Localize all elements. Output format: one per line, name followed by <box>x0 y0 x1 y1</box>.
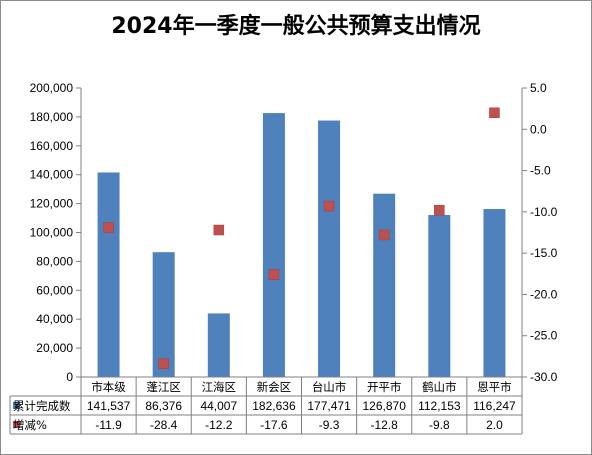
category-label: 市本级 <box>91 380 126 394</box>
table-cell: -12.8 <box>371 418 399 432</box>
right-tick-label: -30.0 <box>530 370 558 384</box>
table-cell: 141,537 <box>87 399 131 413</box>
right-tick-label: -15.0 <box>530 246 558 260</box>
point-3 <box>213 224 225 236</box>
point-6 <box>378 229 390 241</box>
legend-key <box>13 421 20 428</box>
table-cell: 177,471 <box>307 399 351 413</box>
chart-title: 2024年一季度一般公共预算支出情况 <box>111 14 481 39</box>
table-row-header: 增减% <box>13 418 47 432</box>
table-cell: 112,153 <box>418 399 461 413</box>
right-tick-label: -10.0 <box>530 205 558 219</box>
point-7 <box>434 204 445 216</box>
category-label: 江海区 <box>202 380 237 394</box>
left-tick-label: 200,000 <box>30 81 74 95</box>
right-tick-label: 0.0 <box>530 122 547 136</box>
bar-1 <box>97 172 120 377</box>
category-label: 新会区 <box>257 380 292 394</box>
table-cell: -17.6 <box>260 418 288 432</box>
point-5 <box>323 200 335 212</box>
category-label: 台山市 <box>312 380 347 394</box>
left-tick-label: 0 <box>66 370 73 384</box>
left-tick-label: 180,000 <box>30 110 74 124</box>
table-cell: -11.9 <box>95 418 122 432</box>
left-tick-label: 160,000 <box>30 139 74 153</box>
table-row-header: 累计完成数 <box>13 399 71 413</box>
right-tick-label: -25.0 <box>530 329 558 343</box>
right-tick-label: -5.0 <box>530 164 551 178</box>
right-tick-label: -20.0 <box>530 287 558 301</box>
bar-6 <box>373 193 396 377</box>
table-cell: -12.2 <box>205 418 233 432</box>
bar-5 <box>318 120 341 377</box>
bar-2 <box>152 252 175 377</box>
category-label: 开平市 <box>367 380 402 394</box>
table-cell: -9.8 <box>429 418 450 432</box>
left-tick-label: 60,000 <box>36 283 73 297</box>
bar-3 <box>207 313 230 377</box>
table-cell: 182,636 <box>252 399 296 413</box>
category-label: 恩平市 <box>477 380 512 394</box>
category-label: 蓬江区 <box>146 380 181 394</box>
bar-8 <box>483 209 506 377</box>
point-2 <box>158 358 169 370</box>
left-tick-label: 80,000 <box>36 254 73 268</box>
point-1 <box>103 222 114 233</box>
left-tick-label: 140,000 <box>30 168 74 182</box>
left-tick-label: 120,000 <box>30 197 74 211</box>
table-cell: 44,007 <box>200 399 237 413</box>
table-cell: 116,247 <box>473 399 516 413</box>
left-tick-label: 20,000 <box>36 341 73 355</box>
legend-key <box>13 402 20 409</box>
bar-4 <box>262 113 285 378</box>
table-cell: 2.0 <box>486 418 503 432</box>
table-cell: -28.4 <box>150 418 178 432</box>
left-tick-label: 40,000 <box>36 312 73 326</box>
table-cell: 86,376 <box>145 399 182 413</box>
left-tick-label: 100,000 <box>30 226 74 240</box>
table-cell: 126,870 <box>362 399 406 413</box>
point-4 <box>268 269 280 280</box>
category-label: 鹤山市 <box>422 380 457 394</box>
table-cell: -9.3 <box>319 418 340 432</box>
bar-7 <box>428 214 451 377</box>
point-8 <box>489 107 500 119</box>
right-tick-label: 5.0 <box>530 81 547 95</box>
